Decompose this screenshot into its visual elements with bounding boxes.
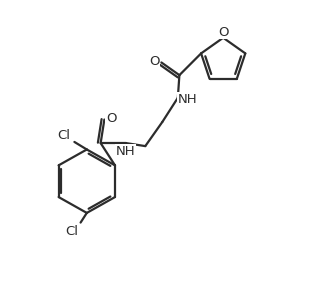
Text: Cl: Cl — [58, 129, 71, 142]
Text: O: O — [218, 26, 228, 39]
Text: NH: NH — [116, 145, 135, 158]
Text: O: O — [149, 55, 160, 68]
Text: Cl: Cl — [65, 225, 78, 238]
Text: O: O — [106, 111, 117, 124]
Text: NH: NH — [177, 93, 197, 106]
